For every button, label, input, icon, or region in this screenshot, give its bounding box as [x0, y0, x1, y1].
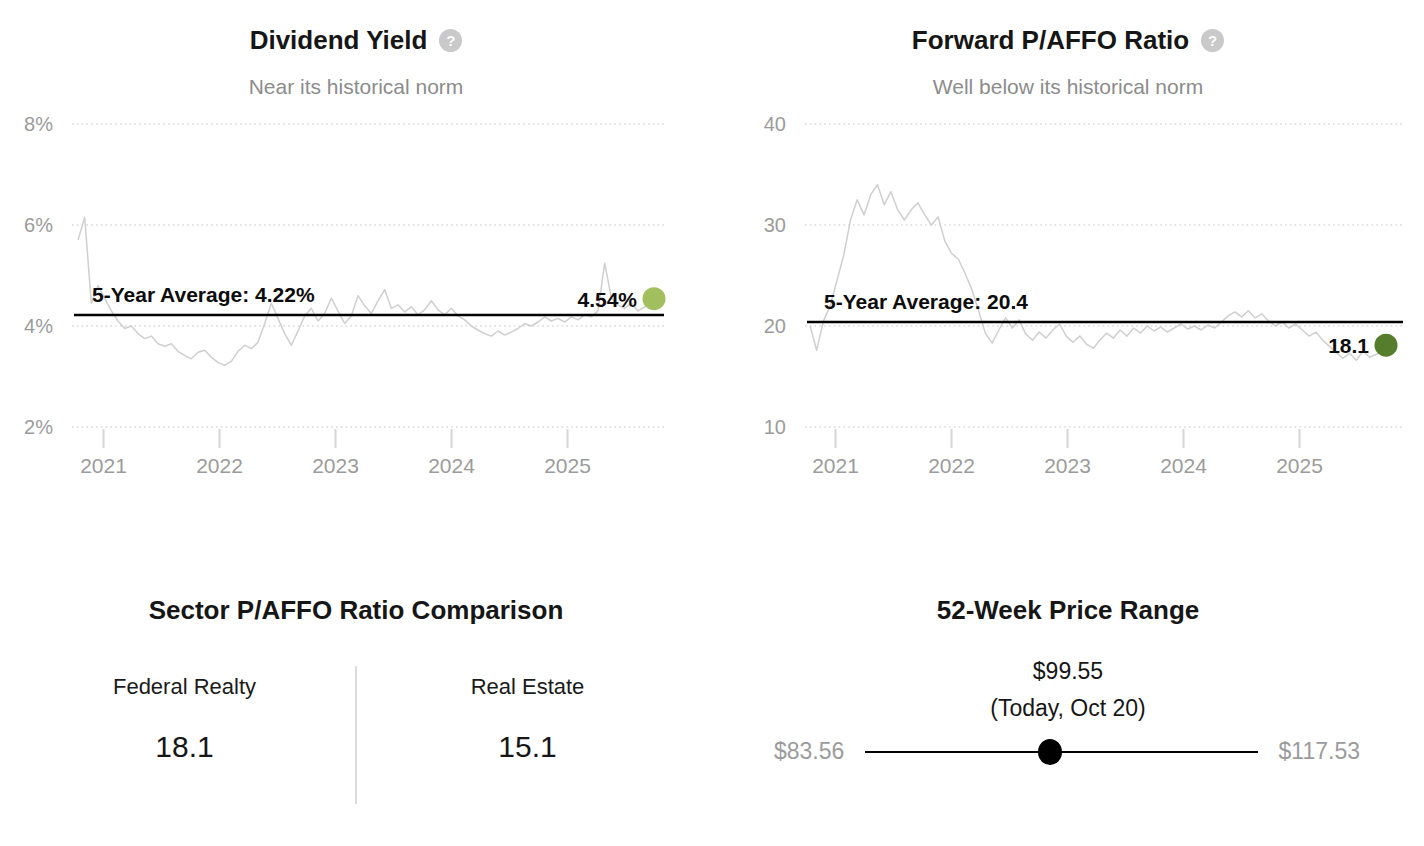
price-range-high: $117.53: [1279, 738, 1360, 765]
svg-text:4.54%: 4.54%: [577, 288, 637, 311]
svg-text:2024: 2024: [428, 454, 475, 477]
current-price-dot: [1038, 739, 1062, 765]
real-estate-value: 15.1: [395, 730, 660, 764]
chart-title: Forward P/AFFO Ratio: [912, 25, 1189, 56]
svg-text:10: 10: [764, 416, 786, 438]
price-range-track: [865, 739, 1257, 765]
chart-subtitle: Near its historical norm: [0, 75, 712, 99]
svg-text:2021: 2021: [812, 454, 859, 477]
chart-subtitle: Well below its historical norm: [712, 75, 1424, 99]
sector-comparison-panel: Sector P/AFFO Ratio Comparison Federal R…: [0, 555, 712, 846]
dividend-yield-chart: 8% 6% 4% 2% 2021 2022 2023 2024 2025 5-Year Avera…: [0, 107, 712, 497]
federal-realty-label: Federal Realty: [52, 674, 317, 700]
forward-paffo-chart: 40 30 20 10 2021 2022 2023 2024 2025 5-Year Avera…: [712, 107, 1424, 497]
current-price-note: (Today, Oct 20): [712, 695, 1424, 722]
svg-text:2025: 2025: [1276, 454, 1323, 477]
svg-text:2024: 2024: [1160, 454, 1207, 477]
help-icon[interactable]: ?: [439, 29, 462, 52]
price-range-low: $83.56: [774, 738, 844, 765]
price-range-row: $83.56 $117.53: [712, 738, 1424, 765]
current-price: $99.55: [712, 658, 1424, 685]
svg-text:8%: 8%: [24, 113, 53, 135]
vertical-divider: [355, 666, 357, 804]
svg-text:30: 30: [764, 214, 786, 236]
svg-text:2021: 2021: [80, 454, 127, 477]
svg-text:40: 40: [764, 113, 786, 135]
dividend-yield-header: Dividend Yield ?: [0, 22, 712, 58]
forward-paffo-panel: Forward P/AFFO Ratio ? Well below its hi…: [712, 0, 1424, 555]
dashboard-grid: Dividend Yield ? Near its historical nor…: [0, 0, 1424, 846]
svg-text:5-Year Average: 20.4: 5-Year Average: 20.4: [824, 290, 1028, 313]
help-icon[interactable]: ?: [1201, 29, 1224, 52]
svg-text:2022: 2022: [196, 454, 243, 477]
svg-text:2023: 2023: [1044, 454, 1091, 477]
svg-text:2022: 2022: [928, 454, 975, 477]
svg-text:2%: 2%: [24, 416, 53, 438]
svg-text:2023: 2023: [312, 454, 359, 477]
federal-realty-value: 18.1: [52, 730, 317, 764]
svg-text:18.1: 18.1: [1328, 334, 1369, 357]
price-range-title: 52-Week Price Range: [712, 595, 1424, 626]
svg-text:4%: 4%: [24, 315, 53, 337]
real-estate-cell: Real Estate 15.1: [395, 666, 660, 804]
chart-title: Dividend Yield: [250, 25, 428, 56]
svg-text:5-Year Average: 4.22%: 5-Year Average: 4.22%: [92, 283, 315, 306]
real-estate-label: Real Estate: [395, 674, 660, 700]
forward-paffo-header: Forward P/AFFO Ratio ?: [712, 22, 1424, 58]
federal-realty-cell: Federal Realty 18.1: [52, 666, 317, 804]
sector-comparison-row: Federal Realty 18.1 Real Estate 15.1: [0, 666, 712, 804]
price-range-panel: 52-Week Price Range $99.55 (Today, Oct 2…: [712, 555, 1424, 846]
svg-text:2025: 2025: [544, 454, 591, 477]
price-range-today: $99.55 (Today, Oct 20): [712, 658, 1424, 722]
svg-text:6%: 6%: [24, 214, 53, 236]
svg-text:20: 20: [764, 315, 786, 337]
sector-comparison-title: Sector P/AFFO Ratio Comparison: [0, 595, 712, 626]
dividend-yield-panel: Dividend Yield ? Near its historical nor…: [0, 0, 712, 555]
